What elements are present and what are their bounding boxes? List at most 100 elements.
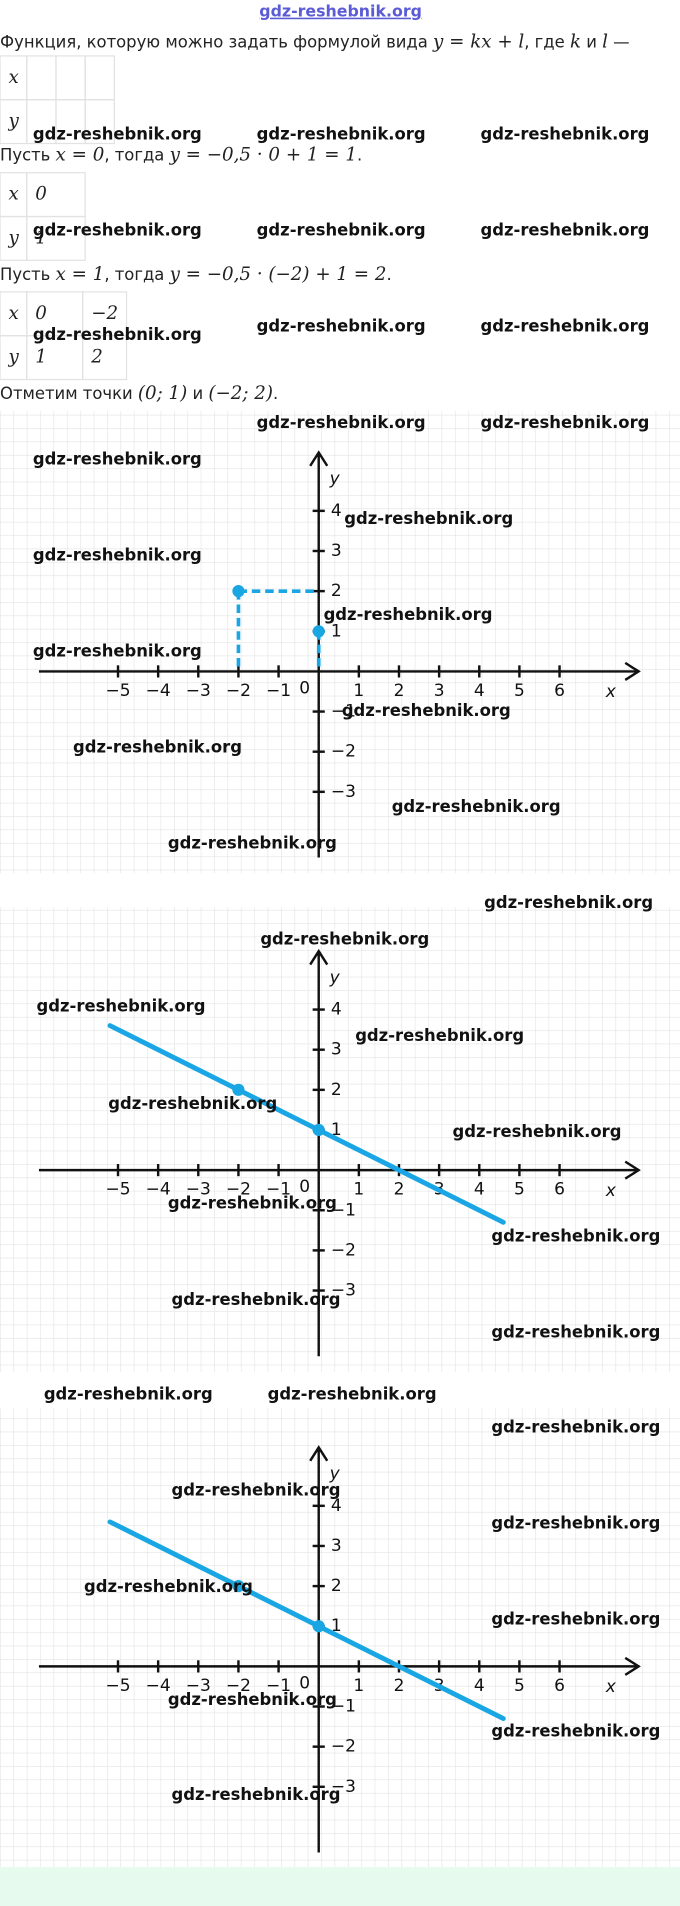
- watermark: gdz-reshebnik.org: [172, 1481, 341, 1500]
- point: [312, 1620, 325, 1633]
- watermark: gdz-reshebnik.org: [172, 1290, 341, 1309]
- watermark: gdz-reshebnik.org: [491, 1722, 660, 1741]
- watermark: gdz-reshebnik.org: [491, 1514, 660, 1533]
- x-tick-label: 6: [554, 681, 565, 701]
- cell-text: 1: [35, 347, 47, 368]
- text-run: l: [602, 32, 608, 53]
- cell-text: 2: [90, 347, 103, 368]
- cell-text: y: [8, 227, 20, 248]
- y-tick-label: −3: [331, 782, 356, 802]
- text-run: x = 0: [56, 145, 105, 166]
- watermark: gdz-reshebnik.org: [33, 545, 202, 564]
- watermark: gdz-reshebnik.org: [257, 125, 426, 144]
- table-cell: [55, 55, 86, 101]
- y-tick-label: 1: [331, 621, 342, 641]
- x-axis-label: x: [605, 1677, 617, 1697]
- watermark: gdz-reshebnik.org: [168, 834, 337, 853]
- y-tick-label: 4: [331, 1000, 342, 1020]
- point: [232, 585, 245, 598]
- text-run: , где: [524, 32, 570, 51]
- watermark: gdz-reshebnik.org: [44, 1385, 213, 1404]
- table-cell: [84, 55, 115, 101]
- x-tick-label: 5: [514, 681, 525, 701]
- x-tick-label: 1: [353, 681, 364, 701]
- x-arrow: [624, 661, 641, 681]
- cell-text: x: [9, 67, 20, 88]
- y-tick-label: −1: [331, 1200, 356, 1220]
- x-tick-label: 2: [394, 681, 405, 701]
- text-run: .: [357, 145, 362, 164]
- text-run: (0; 1): [138, 383, 187, 404]
- watermark: gdz-reshebnik.org: [168, 1194, 337, 1213]
- x-tick-label: −4: [146, 1676, 171, 1696]
- watermark: gdz-reshebnik.org: [33, 221, 202, 240]
- watermark: gdz-reshebnik.org: [268, 1385, 437, 1404]
- x-tick-label: 6: [554, 1180, 565, 1200]
- cell-text: y: [8, 111, 20, 132]
- x-tick-label: −3: [186, 681, 211, 701]
- origin-label: 0: [299, 1177, 310, 1197]
- x-axis-label: x: [605, 682, 617, 702]
- y-tick-label: −1: [331, 702, 356, 722]
- table-cell: [84, 99, 115, 145]
- watermark: gdz-reshebnik.org: [491, 1323, 660, 1342]
- grid-panel: [0, 411, 680, 874]
- watermark: gdz-reshebnik.org: [342, 701, 511, 720]
- x-tick-label: 5: [514, 1676, 525, 1696]
- text-run: .: [273, 384, 278, 403]
- x-tick-label: 2: [394, 1180, 405, 1200]
- x-tick-label: −3: [186, 1676, 211, 1696]
- text-run: —: [608, 32, 630, 51]
- y-tick-label: −3: [331, 1281, 356, 1301]
- watermark: gdz-reshebnik.org: [168, 1690, 337, 1709]
- table-cell: [26, 55, 57, 101]
- y-tick-label: 3: [331, 1040, 342, 1060]
- watermark: gdz-reshebnik.org: [344, 509, 513, 528]
- watermark: gdz-reshebnik.org: [33, 125, 202, 144]
- x-tick-label: −5: [105, 1676, 130, 1696]
- text-run: , тогда: [104, 264, 169, 283]
- y-arrow: [309, 948, 329, 966]
- cell-text: 0: [35, 184, 47, 205]
- text-run: , тогда: [104, 145, 169, 164]
- x-tick-label: −1: [266, 1180, 291, 1200]
- x-tick-label: 4: [474, 1676, 485, 1696]
- watermark: gdz-reshebnik.org: [73, 738, 242, 757]
- watermark: gdz-reshebnik.org: [491, 1417, 660, 1436]
- cell-text: −2: [91, 303, 118, 324]
- paragraph: Пусть x = 1, тогда y = −0,5 · (−2) + 1 =…: [0, 264, 392, 285]
- text-run: y = −0,5 · (−2) + 1 = 2: [169, 264, 387, 285]
- y-tick-label: 2: [331, 581, 342, 601]
- watermark: gdz-reshebnik.org: [392, 797, 561, 816]
- y-tick-label: 4: [331, 1496, 342, 1516]
- text-run: k: [570, 32, 581, 53]
- x-arrow: [624, 1656, 641, 1676]
- header-link[interactable]: gdz-reshebnik.org: [259, 2, 422, 21]
- y-arrow: [309, 450, 329, 467]
- text-run: Отметим точки: [0, 384, 138, 403]
- cell-text: y: [8, 347, 20, 368]
- text-run: .: [386, 264, 391, 283]
- y-tick-label: −1: [331, 1697, 356, 1717]
- watermark: gdz-reshebnik.org: [491, 1610, 660, 1629]
- point: [232, 1083, 245, 1096]
- x-tick-label: 2: [394, 1676, 405, 1696]
- y-tick-label: −2: [331, 1737, 356, 1757]
- watermark: gdz-reshebnik.org: [355, 1026, 524, 1045]
- y-axis-label: y: [329, 1464, 341, 1484]
- x-tick-label: −2: [226, 1180, 251, 1200]
- cell-text: 0: [35, 303, 47, 324]
- watermark: gdz-reshebnik.org: [33, 325, 202, 344]
- y-tick-label: 3: [331, 1536, 342, 1556]
- y-tick-label: 2: [331, 1080, 342, 1100]
- y-tick-label: −3: [331, 1777, 356, 1797]
- text-run: Функция, которую можно задать формулой в…: [0, 32, 433, 51]
- text-run: y = −0,5 · 0 + 1 = 1: [169, 145, 357, 166]
- x-tick-label: −4: [146, 1180, 171, 1200]
- paragraph: Пусть x = 0, тогда y = −0,5 · 0 + 1 = 1.: [0, 145, 362, 166]
- origin-label: 0: [299, 1673, 310, 1693]
- y-tick-label: 1: [331, 1120, 342, 1140]
- paragraph: Отметим точки (0; 1) и (−2; 2).: [0, 383, 278, 404]
- cell-text: 1: [35, 227, 47, 248]
- cell-text: x: [9, 184, 20, 205]
